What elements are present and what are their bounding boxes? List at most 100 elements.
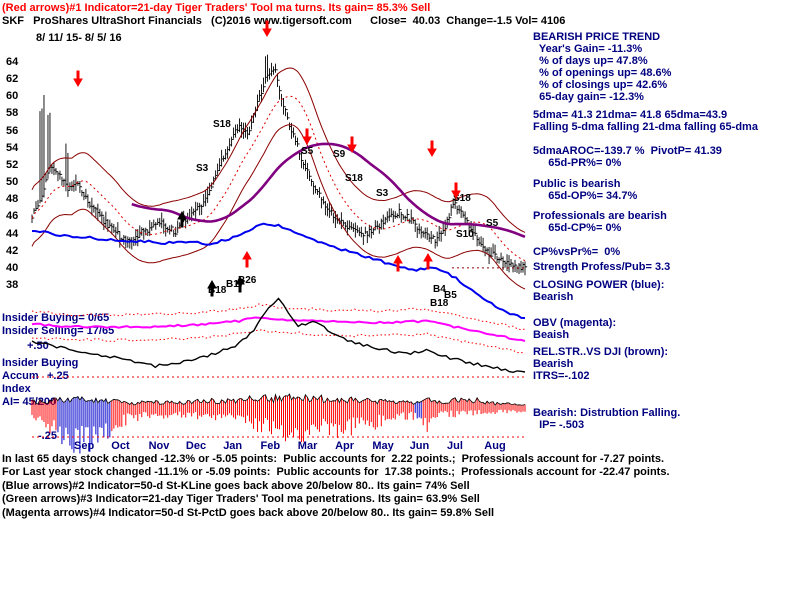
signal-label-s5: S5 — [301, 146, 314, 157]
date-range: 8/ 11/ 15- 8/ 5/ 16 — [36, 32, 122, 44]
red-down-arrow-icon — [347, 136, 357, 154]
month-label-jul: Jul — [447, 440, 463, 452]
analysis-block-0: BEARISH PRICE TREND Year's Gain= -11.3% … — [533, 31, 758, 103]
signal-label-s5: S5 — [486, 218, 499, 229]
accum-ai-value: AI= 45/200 — [2, 396, 57, 408]
analysis-line: % of openings up= 48.6% — [533, 67, 672, 79]
analysis-line: Bearish: Distrubtion Falling. — [533, 407, 681, 419]
analysis-line: Bearish — [533, 358, 574, 370]
ma21-dotted-line — [31, 95, 526, 262]
signal-label-s18: S18 — [213, 119, 231, 130]
analysis-line: Bearish — [533, 291, 574, 303]
signal-label-s18: S18 — [453, 193, 471, 204]
accum-scale-plus50-label: +.50 — [27, 340, 49, 352]
lower-band-line — [31, 124, 526, 290]
analysis-line: BEARISH PRICE TREND — [533, 31, 661, 43]
red-up-arrow-icon — [393, 254, 403, 272]
analysis-line: 5dmaAROC=-139.7 % PivotP= 41.39 — [533, 145, 722, 157]
analysis-block-6: Strength Profess/Pub= 3.3 — [533, 261, 758, 273]
signal-label-s10: S10 — [456, 229, 474, 240]
signal-label-s3: S3 — [376, 188, 389, 199]
analysis-line: 65d-OP%= 34.7% — [533, 190, 638, 202]
price-tick-46: 46 — [6, 210, 19, 223]
analysis-block-9: REL.STR..VS DJI (brown): Bearish ITRS=-.10… — [533, 346, 758, 382]
signal-label-b26: B26 — [238, 275, 257, 286]
analysis-line: Year's Gain= -11.3% — [533, 43, 643, 55]
analysis-block-1: 5dma= 41.3 21dma= 41.8 65dma=43.9 Falling… — [533, 109, 758, 133]
price-tick-54: 54 — [6, 141, 19, 154]
signal-label-b17: B17 — [226, 279, 245, 290]
analysis-line: Professionals are bearish — [533, 210, 667, 222]
analysis-block-5: CP%vsPr%= 0% — [533, 246, 758, 258]
price-tick-60: 60 — [6, 90, 19, 103]
analysis-line: Strength Profess/Pub= 3.3 — [533, 261, 671, 273]
analysis-block-4: Professionals are bearish 65d-CP%= 0% — [533, 210, 758, 234]
signal-label-s3: S3 — [196, 163, 209, 174]
month-label-aug: Aug — [484, 440, 506, 452]
indicator-4-legend: (Magenta arrows)#4 Indicator=50-d St-Pct… — [2, 507, 495, 519]
price-tick-56: 56 — [6, 124, 19, 137]
analysis-line: 65d-CP%= 0% — [533, 222, 622, 234]
analysis-line: 65-day gain= -12.3% — [533, 91, 644, 103]
analysis-line: OBV (magenta): — [533, 317, 617, 329]
analysis-line: REL.STR..VS DJI (brown): — [533, 346, 669, 358]
month-label-jun: Jun — [409, 440, 430, 452]
insider-buying-ratio-label: Insider Buying= 0/65 — [2, 312, 110, 324]
indicator-1-legend: (Red arrows)#1 Indicator=21-day Tiger Tr… — [2, 2, 431, 14]
analysis-line: 65d-PR%= 0% — [533, 157, 622, 169]
accum-envelope-line — [31, 393, 526, 407]
red-down-arrow-icon — [73, 70, 83, 88]
black-up-arrow-icon — [235, 275, 245, 293]
signal-label-b4: B4 — [433, 284, 446, 295]
analysis-line: CP%vsPr%= 0% — [533, 246, 621, 258]
price-tick-42: 42 — [6, 244, 19, 257]
price-tick-52: 52 — [6, 158, 19, 171]
price-tick-40: 40 — [6, 261, 19, 274]
analysis-block-3: Public is bearish 65d-OP%= 34.7% — [533, 178, 758, 202]
analysis-block-10: Bearish: Distrubtion Falling. IP= -.503 — [533, 407, 758, 431]
analysis-line: 5dma= 41.3 21dma= 41.8 65dma=43.9 — [533, 109, 728, 121]
stats-year-line: For Last year stock changed -11.1% or -5… — [2, 466, 670, 478]
month-label-sep: Sep — [74, 440, 95, 452]
indicator-3-legend: (Green arrows)#3 Indicator=21-day Tiger … — [2, 493, 480, 505]
indicator-2-legend: (Blue arrows)#2 Indicator=50-d St-KLine … — [2, 480, 470, 492]
month-label-dec: Dec — [185, 440, 207, 452]
signal-label-s18: S18 — [345, 173, 363, 184]
accum-title-line1: Insider Buying — [2, 357, 79, 369]
month-label-oct: Oct — [111, 440, 130, 452]
ticker-header: SKF ProShares UltraShort Financials (C)2… — [2, 15, 566, 27]
upper-band-line — [31, 67, 526, 233]
price-tick-58: 58 — [6, 107, 19, 120]
closing-power-line — [31, 222, 526, 319]
analysis-line: % of closings up= 42.6% — [533, 79, 668, 91]
month-label-may: May — [372, 440, 394, 452]
analysis-block-7: CLOSING POWER (blue): Bearish — [533, 279, 758, 303]
red-up-arrow-icon — [423, 252, 433, 270]
red-down-arrow-icon — [451, 182, 461, 200]
signal-label-s9: S9 — [333, 149, 346, 160]
price-tick-62: 62 — [6, 73, 19, 86]
signal-label-b18: B18 — [208, 285, 227, 296]
price-tick-50: 50 — [6, 176, 19, 189]
signal-label-b5: B5 — [444, 290, 457, 301]
price-tick-48: 48 — [6, 193, 19, 206]
analysis-line: Beaish — [533, 329, 570, 341]
analysis-line: IP= -.503 — [533, 419, 585, 431]
analysis-block-2: 5dmaAROC=-139.7 % PivotP= 41.39 65d-PR%=… — [533, 145, 758, 169]
month-label-apr: Apr — [335, 440, 355, 452]
black-up-arrow-icon — [207, 279, 217, 297]
analysis-panel: BEARISH PRICE TREND Year's Gain= -11.3% … — [533, 31, 758, 431]
black-up-arrow-icon — [177, 210, 187, 228]
accum-scale-minus25-label: -.25 — [38, 430, 57, 442]
red-down-arrow-icon — [427, 140, 437, 158]
price-tick-64: 64 — [6, 56, 19, 68]
insider-selling-ratio-label: Insider Selling= 17/65 — [2, 325, 115, 337]
signal-label-b18: B18 — [430, 298, 449, 309]
price-tick-38: 38 — [6, 279, 19, 291]
price-tick-44: 44 — [6, 227, 19, 240]
accum-scale-plus25-label: +.25 — [47, 370, 69, 382]
analysis-line: Public is bearish — [533, 178, 621, 190]
accum-title-line2: Accum — [2, 370, 39, 382]
stats-65day-line: In last 65 days stock changed -12.3% or … — [2, 453, 665, 465]
